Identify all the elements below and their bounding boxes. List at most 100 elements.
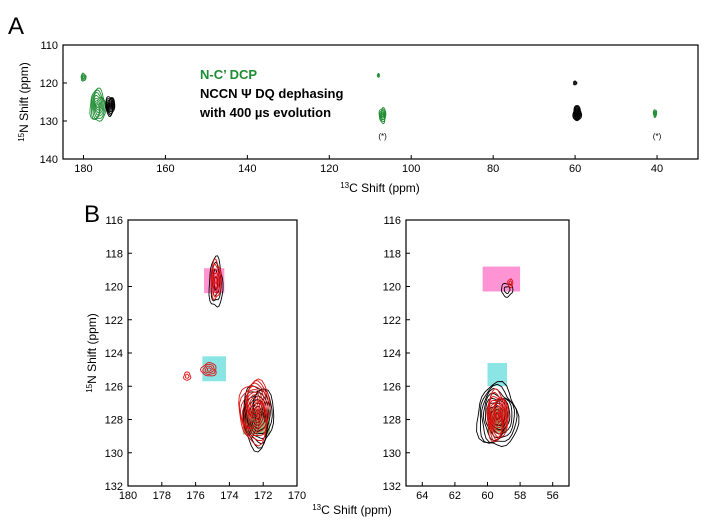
- y-tick-label-128: 128: [383, 415, 401, 427]
- contour-green-7-2: [653, 111, 656, 116]
- contour-green-1-2: [82, 75, 85, 80]
- peak-red-3: [507, 278, 514, 289]
- y-tick-label-120: 120: [383, 282, 401, 294]
- peak-black-2: [501, 282, 514, 298]
- peak-black-6: [573, 80, 578, 86]
- contour-green-0-2: [91, 91, 105, 119]
- contour-red-3-3: [241, 385, 267, 435]
- contour-red-1-9: [494, 409, 501, 423]
- contour-red-3-11: [252, 407, 257, 415]
- contour-red-1-7: [492, 404, 503, 427]
- contour-red-4-1: [202, 363, 216, 375]
- contour-green-4-1: [377, 73, 380, 77]
- contour-black-5-8: [576, 111, 579, 115]
- contour-red-3-10: [251, 405, 258, 418]
- contour-red-1-11: [495, 413, 499, 420]
- contour-green-3-1: [379, 108, 386, 122]
- y-tick-label-124: 124: [105, 348, 123, 360]
- x-tick-label-62: 62: [449, 490, 461, 502]
- chart-panel-a: 180 160 140 120 100 80 60 40 110 120 130 140 (*) (*) 1…: [17, 40, 699, 195]
- y-tick-label-130: 130: [40, 116, 58, 128]
- x-tick-label-178: 178: [153, 490, 171, 502]
- peak-green-1: [80, 72, 87, 82]
- contour-red-1-3: [213, 272, 219, 289]
- legend-entry-2: with 400 µs evolution: [199, 105, 331, 120]
- y-tick-label-116: 116: [383, 215, 401, 227]
- contour-red-3-2: [239, 382, 268, 437]
- contour-red-1-1: [211, 263, 221, 298]
- x-tick-label-40: 40: [651, 163, 663, 175]
- contour-red-3-6: [246, 394, 264, 428]
- y-tick-label-122: 122: [105, 315, 123, 327]
- plot-frame: [405, 219, 570, 487]
- legend-entry-1: NCCN Ψ DQ dephasing: [200, 86, 343, 101]
- contour-green-3-3: [380, 111, 385, 119]
- x-axis-label-main: C Shift (ppm): [349, 181, 420, 195]
- contour-black-2-4: [247, 395, 268, 435]
- contour-red-1-8: [493, 407, 502, 425]
- contour-red-3-7: [247, 397, 263, 427]
- x-tick-label-100: 100: [402, 163, 420, 175]
- highlight-box-1: [487, 362, 508, 387]
- y-tick-label-120: 120: [105, 282, 123, 294]
- panel-a-label: A: [8, 13, 24, 40]
- x-axis-label-main: C Shift (ppm): [321, 503, 392, 517]
- x-axis-label-sup: 13: [312, 503, 321, 512]
- contour-black-2-5: [107, 101, 113, 110]
- contour-green-7-0: [652, 109, 658, 119]
- contour-green-4-0: [376, 72, 380, 78]
- x-tick-label-174: 174: [220, 490, 238, 502]
- contour-black-2-3: [106, 99, 114, 113]
- contour-red-4-0: [200, 362, 217, 377]
- peak-green-7: [652, 109, 658, 119]
- contour-black-0-3: [482, 393, 513, 442]
- contour-green-0-5: [94, 99, 102, 114]
- peak-red-1: [210, 258, 222, 300]
- x-tick-label-58: 58: [514, 490, 526, 502]
- peak-green-0: [89, 87, 107, 122]
- contour-red-1-4: [214, 275, 218, 285]
- contour-green-1-0: [80, 72, 87, 82]
- y-axis-label-main: N Shift (ppm): [17, 62, 31, 133]
- contour-green-0-0: [89, 87, 107, 122]
- x-tick-label-80: 80: [487, 163, 499, 175]
- contour-black-0-0: [476, 381, 520, 447]
- contour-red-1-5: [489, 400, 504, 432]
- plot-frame: [127, 219, 298, 487]
- x-axis-label: 13C Shift (ppm): [312, 503, 392, 517]
- contour-green-0-4: [93, 97, 103, 116]
- contour-green-0-1: [91, 89, 106, 120]
- contour-black-0-0: [208, 255, 224, 308]
- plot-area: [476, 266, 521, 447]
- y-tick-label-120: 120: [40, 78, 58, 90]
- contour-red-3-8: [248, 400, 261, 424]
- y-tick-label-132: 132: [383, 481, 401, 493]
- highlight-box-0: [482, 266, 521, 292]
- contour-red-4-2: [204, 365, 214, 374]
- contour-green-3-2: [379, 109, 385, 120]
- y-tick-label-130: 130: [383, 448, 401, 460]
- x-tick-label-170: 170: [288, 490, 306, 502]
- contour-green-1-1: [81, 74, 86, 81]
- y-tick-label-126: 126: [105, 381, 123, 393]
- contour-red-4-3: [206, 367, 212, 372]
- contour-black-0-2: [481, 388, 515, 443]
- chart-panel-b-right: 64 62 60 58 56 116 118 120 122 124 126 128 130 132: [383, 215, 570, 502]
- contour-red-1-10: [495, 411, 500, 421]
- contour-red-5-0: [183, 371, 192, 381]
- contour-black-2-6: [108, 102, 112, 109]
- contour-red-5-1: [185, 373, 190, 379]
- y-tick-label-132: 132: [105, 481, 123, 493]
- peak-green-3: [378, 106, 387, 125]
- y-tick-label-122: 122: [383, 315, 401, 327]
- plot-frame: [62, 44, 699, 160]
- y-axis-label-main: N Shift (ppm): [85, 313, 99, 384]
- x-tick-label-180: 180: [119, 490, 137, 502]
- x-axis-label-sup: 13: [340, 181, 349, 190]
- contour-black-2-1: [503, 286, 511, 295]
- x-tick-label-60: 60: [481, 490, 493, 502]
- contour-black-6-1: [573, 81, 577, 85]
- panel-b-label: B: [84, 201, 100, 228]
- peak-red-4: [200, 362, 217, 377]
